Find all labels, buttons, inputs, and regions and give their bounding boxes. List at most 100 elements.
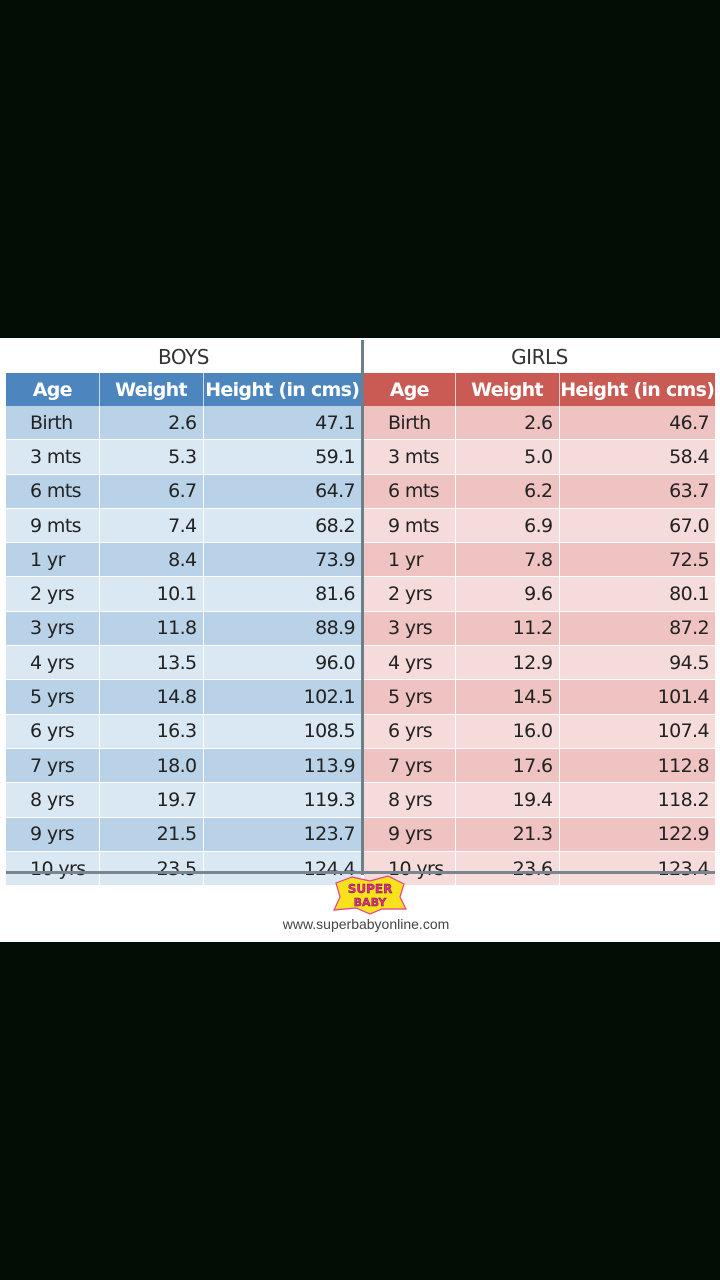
girls-age-cell: 3 yrs	[364, 611, 456, 647]
boys-weight-cell: 21.5	[99, 817, 204, 852]
growth-chart-card: BOYS Age Weight Height (in cms) Birth 2.6…	[0, 338, 720, 942]
boys-table-row: 1 yr 8.4 73.9	[6, 542, 361, 578]
girls-height-cell: 94.5	[559, 645, 715, 681]
boys-height-cell: 119.3	[203, 782, 361, 818]
girls-table-row: 5 yrs 14.5 101.4	[364, 679, 715, 715]
boys-table-row: 9 mts 7.4 68.2	[6, 508, 361, 544]
girls-table-row: 9 mts 6.9 67.0	[364, 508, 715, 544]
girls-table-body: Birth 2.6 46.7 3 mts 5.0 58.4 6 mts 6.2 63.7 9 mt…	[364, 406, 715, 887]
boys-age-cell: 9 mts	[6, 508, 100, 544]
girls-weight-cell: 9.6	[455, 576, 560, 612]
girls-height-cell: 72.5	[559, 542, 715, 578]
girls-age-cell: 8 yrs	[364, 782, 456, 818]
girls-age-cell: 3 mts	[364, 439, 456, 475]
boys-weight-cell: 14.8	[99, 679, 204, 715]
boys-age-cell: 3 yrs	[6, 611, 100, 647]
girls-age-cell: 2 yrs	[364, 576, 456, 612]
girls-weight-cell: 21.3	[455, 817, 560, 852]
boys-table: Age Weight Height (in cms) Birth 2.6 47.1 3…	[6, 373, 361, 887]
girls-weight-cell: 6.2	[455, 474, 560, 509]
boys-height-cell: 47.1	[203, 406, 361, 441]
girls-table-row: 8 yrs 19.4 118.2	[364, 782, 715, 818]
girls-table-row: 2 yrs 9.6 80.1	[364, 576, 715, 612]
boys-weight-cell: 16.3	[99, 714, 204, 749]
girls-weight-cell: 14.5	[455, 679, 560, 715]
girls-weight-cell: 23.6	[455, 851, 560, 887]
boys-table-row: 6 yrs 16.3 108.5	[6, 714, 361, 749]
boys-height-cell: 124.4	[203, 851, 361, 887]
girls-height-cell: 80.1	[559, 576, 715, 612]
boys-table-row: 7 yrs 18.0 113.9	[6, 748, 361, 784]
boys-col-age: Age	[6, 373, 100, 406]
boys-table-body: Birth 2.6 47.1 3 mts 5.3 59.1 6 mts 6.7 64.7 9 mt…	[6, 406, 361, 887]
girls-height-cell: 112.8	[559, 748, 715, 784]
boys-weight-cell: 19.7	[99, 782, 204, 818]
girls-table-row: 10 yrs 23.6 123.4	[364, 851, 715, 887]
girls-table-row: Birth 2.6 46.7	[364, 406, 715, 441]
boys-col-weight: Weight	[99, 373, 204, 406]
girls-weight-cell: 11.2	[455, 611, 560, 647]
girls-age-cell: 1 yr	[364, 542, 456, 578]
boys-age-cell: 1 yr	[6, 542, 100, 578]
girls-weight-cell: 19.4	[455, 782, 560, 818]
girls-table: Age Weight Height (in cms) Birth 2.6 46.7 3…	[364, 373, 715, 887]
column-divider	[361, 340, 364, 875]
girls-weight-cell: 6.9	[455, 508, 560, 544]
girls-age-cell: 4 yrs	[364, 645, 456, 681]
boys-height-cell: 64.7	[203, 474, 361, 509]
girls-weight-cell: 17.6	[455, 748, 560, 784]
girls-height-cell: 123.4	[559, 851, 715, 887]
boys-table-row: 9 yrs 21.5 123.7	[6, 817, 361, 852]
boys-height-cell: 68.2	[203, 508, 361, 544]
girls-table-row: 4 yrs 12.9 94.5	[364, 645, 715, 681]
boys-table-row: 5 yrs 14.8 102.1	[6, 679, 361, 715]
girls-age-cell: 9 mts	[364, 508, 456, 544]
logo-text-baby: BABY	[354, 896, 388, 909]
girls-height-cell: 46.7	[559, 406, 715, 441]
girls-age-cell: 9 yrs	[364, 817, 456, 852]
boys-age-cell: 2 yrs	[6, 576, 100, 612]
boys-height-cell: 102.1	[203, 679, 361, 715]
girls-height-cell: 87.2	[559, 611, 715, 647]
girls-height-cell: 122.9	[559, 817, 715, 852]
table-bottom-rule	[6, 871, 715, 874]
girls-table-row: 3 mts 5.0 58.4	[364, 439, 715, 475]
boys-table-row: 3 mts 5.3 59.1	[6, 439, 361, 475]
girls-table-row: 3 yrs 11.2 87.2	[364, 611, 715, 647]
boys-height-cell: 73.9	[203, 542, 361, 578]
boys-table-row: 10 yrs 23.5 124.4	[6, 851, 361, 887]
boys-table-row: 4 yrs 13.5 96.0	[6, 645, 361, 681]
boys-header-row: Age Weight Height (in cms)	[6, 373, 361, 406]
girls-table-row: 9 yrs 21.3 122.9	[364, 817, 715, 852]
girls-height-cell: 63.7	[559, 474, 715, 509]
boys-weight-cell: 8.4	[99, 542, 204, 578]
girls-table-row: 6 mts 6.2 63.7	[364, 474, 715, 509]
girls-height-cell: 58.4	[559, 439, 715, 475]
boys-age-cell: 7 yrs	[6, 748, 100, 784]
girls-height-cell: 67.0	[559, 508, 715, 544]
boys-weight-cell: 11.8	[99, 611, 204, 647]
boys-table-row: 8 yrs 19.7 119.3	[6, 782, 361, 818]
girls-weight-cell: 5.0	[455, 439, 560, 475]
girls-age-cell: 7 yrs	[364, 748, 456, 784]
girls-table-row: 1 yr 7.8 72.5	[364, 542, 715, 578]
boys-col-height: Height (in cms)	[203, 373, 361, 406]
girls-weight-cell: 12.9	[455, 645, 560, 681]
boys-age-cell: 5 yrs	[6, 679, 100, 715]
boys-height-cell: 123.7	[203, 817, 361, 852]
girls-col-weight: Weight	[455, 373, 560, 406]
boys-height-cell: 108.5	[203, 714, 361, 749]
boys-weight-cell: 2.6	[99, 406, 204, 441]
logo-text-super: SUPER	[348, 882, 393, 896]
girls-age-cell: Birth	[364, 406, 456, 441]
website-url: www.superbabyonline.com	[282, 916, 450, 932]
boys-table-row: 3 yrs 11.8 88.9	[6, 611, 361, 647]
boys-weight-cell: 6.7	[99, 474, 204, 509]
girls-age-cell: 5 yrs	[364, 679, 456, 715]
boys-title: BOYS	[158, 345, 209, 369]
boys-age-cell: 6 mts	[6, 474, 100, 509]
boys-age-cell: Birth	[6, 406, 100, 441]
boys-table-row: 2 yrs 10.1 81.6	[6, 576, 361, 612]
boys-age-cell: 9 yrs	[6, 817, 100, 852]
boys-age-cell: 10 yrs	[6, 851, 100, 887]
